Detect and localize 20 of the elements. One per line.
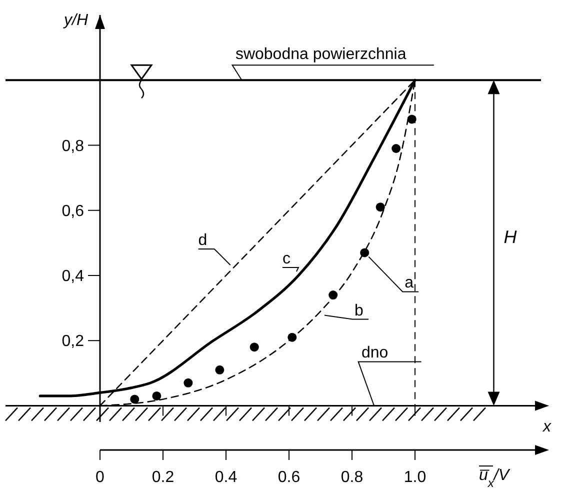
y-tick-label: 0,6 <box>62 202 84 220</box>
x-tick-label: 0 <box>96 469 105 486</box>
x-axis-title: u̅$_{x}$/V <box>479 467 510 490</box>
series-label: b <box>354 302 364 320</box>
ref-line-label: dno <box>361 344 388 362</box>
text: a <box>404 274 414 292</box>
x-tick-label: 0.8 <box>340 469 364 486</box>
x-tick-label: 0.6 <box>278 469 300 486</box>
ref-line-label: swobodna powierzchnia <box>235 46 406 64</box>
y-axis-title: y/H <box>63 12 88 29</box>
series-label: d <box>198 232 208 249</box>
series-label: c <box>282 250 290 268</box>
y-tick-label: 0,8 <box>62 138 84 155</box>
x-tick-label: 0.4 <box>214 469 238 486</box>
annotation: H <box>504 226 518 247</box>
y-tick-label: 0,2 <box>62 333 84 350</box>
x-tick-label: 0.2 <box>152 469 174 486</box>
y-tick-label: 0,4 <box>62 268 84 286</box>
x-tick-label: 1.0 <box>404 469 426 486</box>
text: x <box>542 418 552 436</box>
